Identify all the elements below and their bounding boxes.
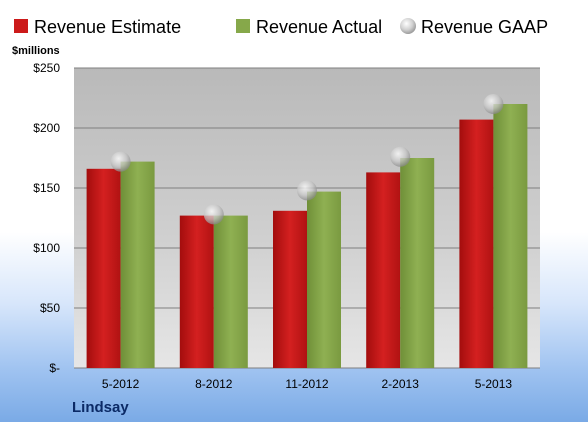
bar-revenue-actual xyxy=(493,104,528,368)
legend-marker-gaap xyxy=(400,18,416,34)
x-axis-ticks: 5-2012 8-2012 11-2012 2-2013 5-2013 xyxy=(102,377,512,391)
bar-revenue-estimate xyxy=(366,172,401,368)
y-tick-label: $200 xyxy=(33,121,60,135)
company-label: Lindsay xyxy=(72,399,129,416)
bar-revenue-estimate xyxy=(273,210,307,368)
legend: Revenue Estimate Revenue Actual Revenue … xyxy=(14,17,548,37)
gaap-marker xyxy=(297,180,317,201)
bars xyxy=(86,104,528,368)
gaap-marker xyxy=(483,94,504,114)
gaap-markers xyxy=(110,94,504,225)
bar-revenue-estimate xyxy=(179,215,214,368)
x-tick-label: 2-2013 xyxy=(382,377,420,391)
x-tick-label: 5-2013 xyxy=(475,377,513,391)
gaap-marker xyxy=(390,146,411,167)
y-tick-label: $- xyxy=(49,361,60,375)
y-tick-label: $50 xyxy=(40,301,60,315)
y-unit-label: $millions xyxy=(12,45,60,57)
x-tick-label: 5-2012 xyxy=(102,377,140,391)
bar-revenue-actual xyxy=(213,215,248,368)
gaap-marker xyxy=(203,204,224,225)
bar-revenue-actual xyxy=(120,161,155,368)
y-tick-label: $150 xyxy=(33,181,60,195)
legend-swatch-actual xyxy=(236,19,250,33)
legend-swatch-estimate xyxy=(14,19,28,33)
y-tick-label: $100 xyxy=(33,241,60,255)
bar-revenue-estimate xyxy=(459,119,494,368)
bar-revenue-estimate xyxy=(86,168,121,368)
legend-label-gaap: Revenue GAAP xyxy=(421,17,548,37)
bar-revenue-actual xyxy=(307,191,341,368)
legend-label-estimate: Revenue Estimate xyxy=(34,17,181,37)
x-tick-label: 8-2012 xyxy=(195,377,233,391)
y-axis-ticks: $- $50 $100 $150 $200 $250 xyxy=(33,61,60,375)
legend-label-actual: Revenue Actual xyxy=(256,17,382,37)
y-tick-label: $250 xyxy=(33,61,60,75)
gaap-marker xyxy=(110,151,131,172)
x-tick-label: 11-2012 xyxy=(285,377,328,391)
bar-revenue-actual xyxy=(400,158,435,368)
